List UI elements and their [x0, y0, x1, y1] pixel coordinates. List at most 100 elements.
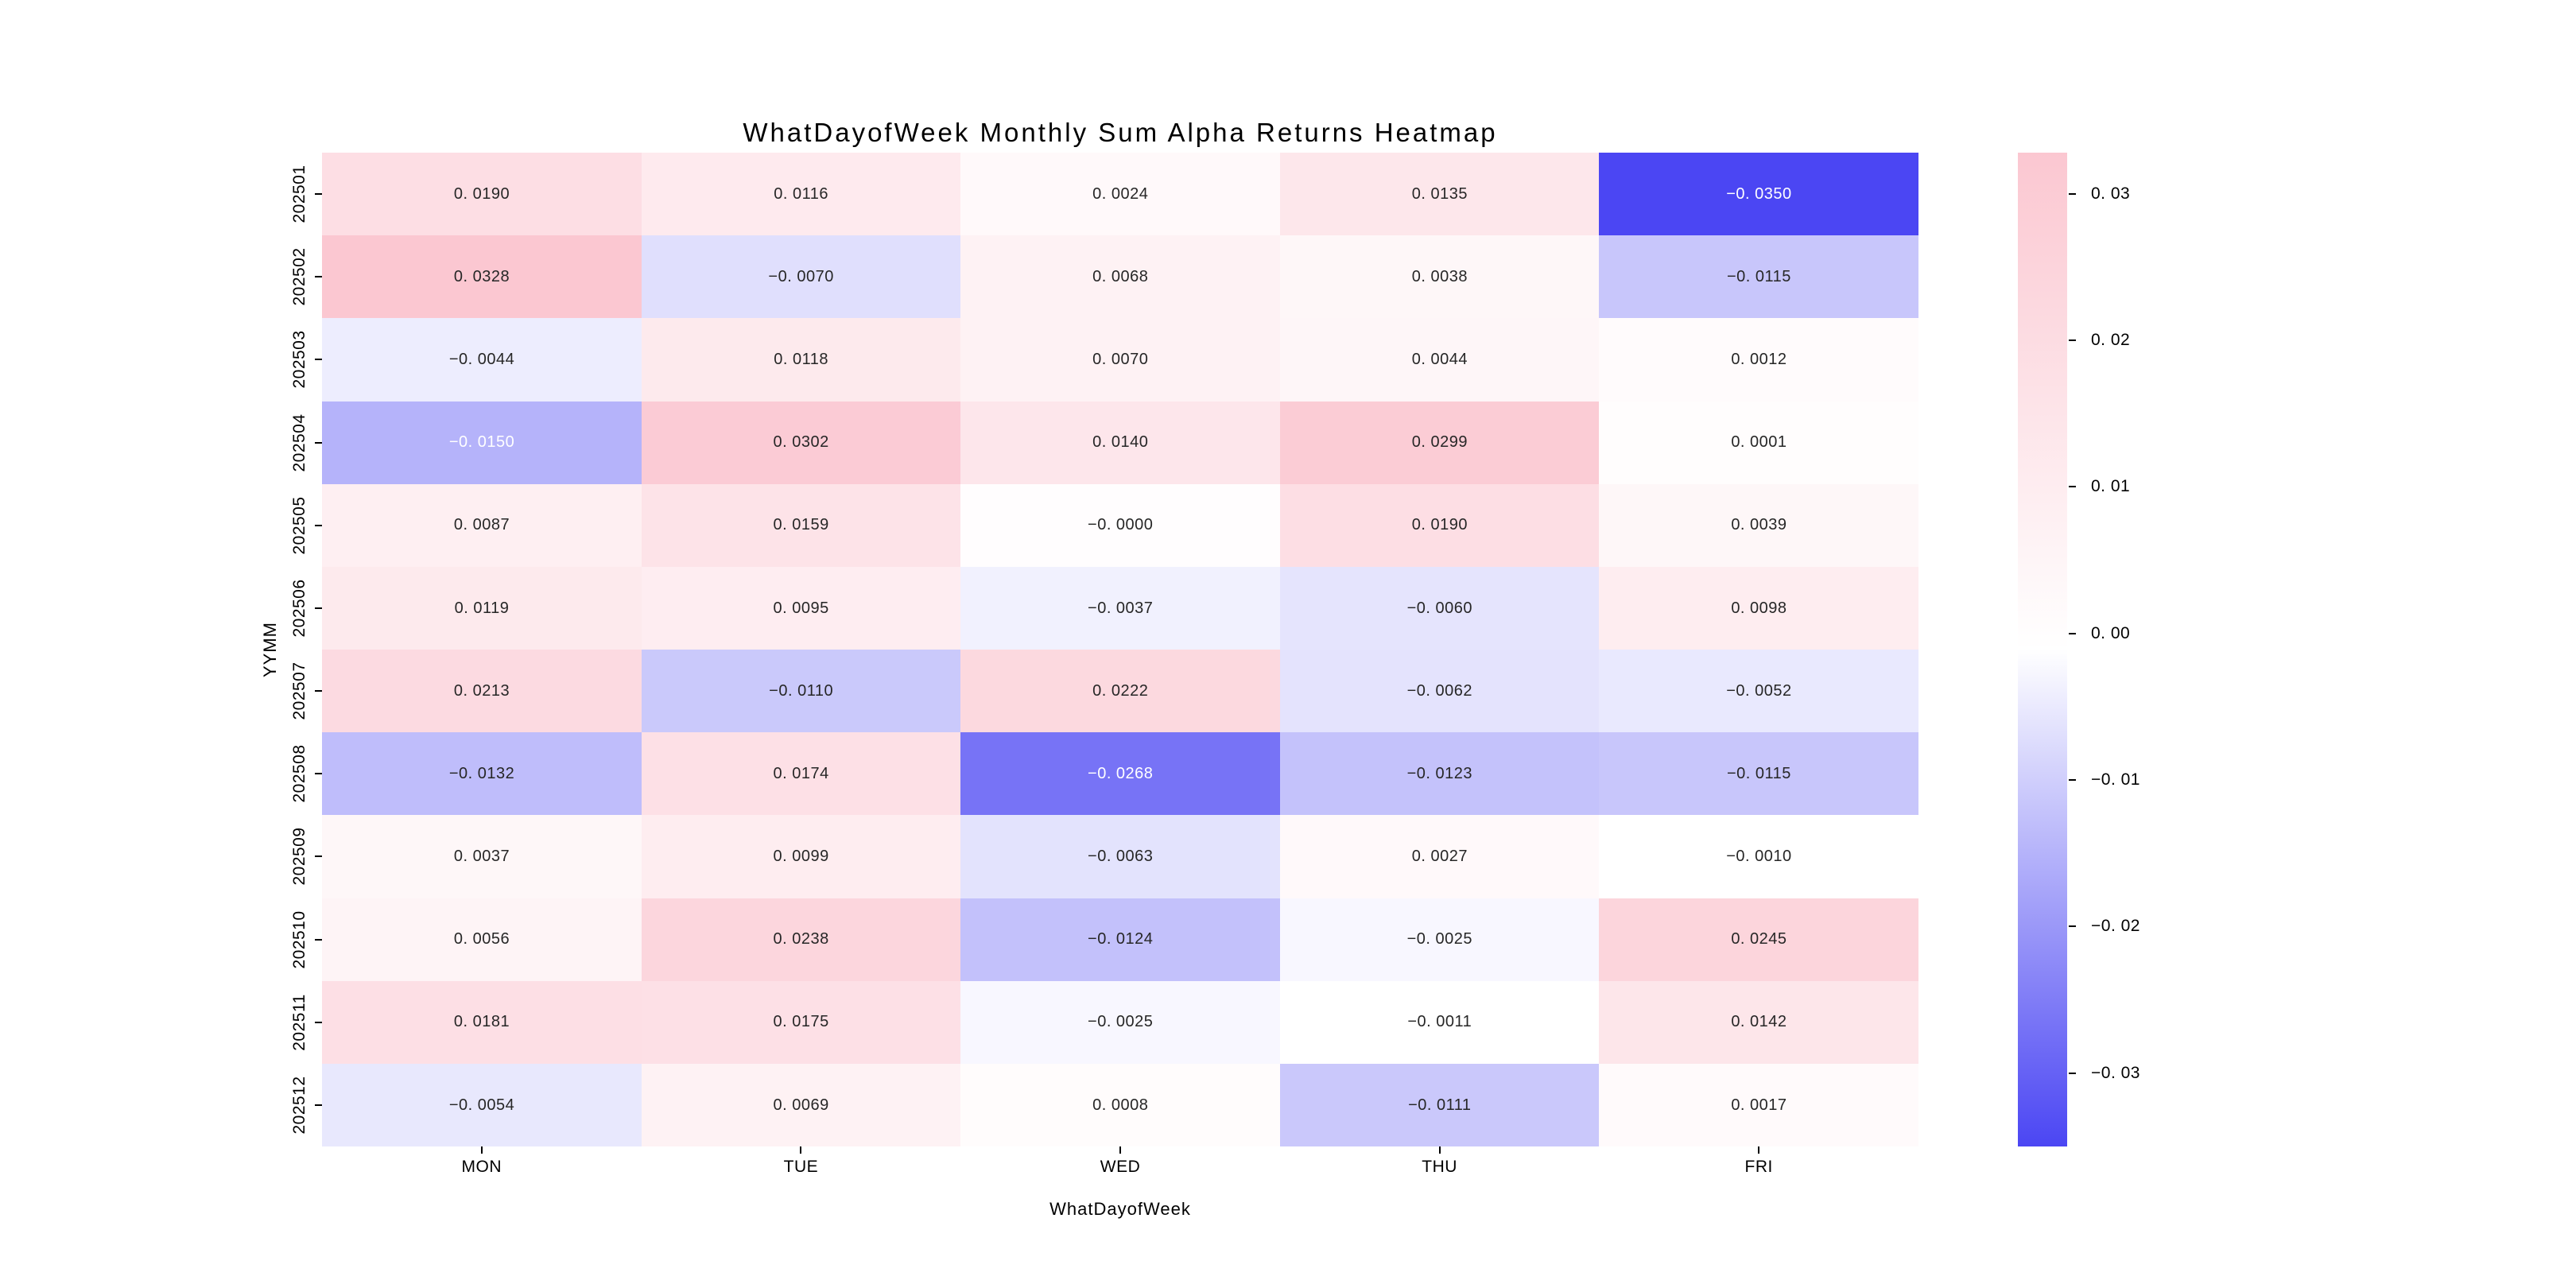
cell-value: −0. 0010	[1726, 848, 1792, 866]
y-tick-mark	[315, 441, 322, 444]
cell-value: 0. 0056	[453, 930, 510, 949]
cell-value: 0. 0190	[1411, 516, 1468, 534]
heatmap-cell: 0. 0099	[641, 815, 961, 898]
colorbar-gradient	[2018, 153, 2067, 1146]
cell-value: 0. 0099	[773, 848, 829, 866]
colorbar-tick-label: −0. 01	[2091, 770, 2140, 789]
x-tick-mark	[480, 1146, 483, 1154]
y-tick-mark	[315, 773, 322, 775]
cell-value: 0. 0159	[773, 516, 829, 534]
cell-value: 0. 0008	[1092, 1096, 1149, 1114]
heatmap-cell: 0. 0008	[960, 1063, 1281, 1147]
cell-value: 0. 0238	[773, 930, 829, 949]
colorbar-tick-mark	[2069, 779, 2076, 782]
heatmap-cell: −0. 0132	[322, 732, 642, 816]
cell-value: 0. 0038	[1411, 267, 1468, 285]
x-tick-mark	[1758, 1146, 1760, 1154]
x-tick-mark	[1119, 1146, 1121, 1154]
y-tick-mark	[315, 359, 322, 361]
cell-value: 0. 0039	[1731, 516, 1787, 534]
colorbar-tick-mark	[2069, 339, 2076, 341]
cell-value: 0. 0012	[1731, 351, 1787, 369]
heatmap-cell: 0. 0142	[1599, 980, 1919, 1065]
colorbar-tick-label: −0. 03	[2091, 1063, 2140, 1082]
x-tick-label: FRI	[1744, 1158, 1773, 1176]
heatmap-cell: 0. 0116	[641, 153, 961, 236]
cell-value: −0. 0132	[448, 764, 515, 782]
heatmap-plot-area: 0. 0190 0. 0116 0. 0024 0. 0135 −0. 0350 0. 0…	[322, 153, 1919, 1147]
heatmap-cell: 0. 0038	[1279, 235, 1600, 319]
cell-value: 0. 0175	[773, 1013, 829, 1031]
y-tick-mark	[315, 938, 322, 941]
y-tick-label: 202501	[290, 165, 308, 223]
heatmap-cell: −0. 0115	[1599, 732, 1919, 816]
cell-value: 0. 0098	[1731, 599, 1787, 617]
cell-value: 0. 0119	[454, 599, 510, 617]
heatmap-cell: 0. 0070	[960, 318, 1281, 402]
cell-value: −0. 0025	[1088, 1013, 1154, 1031]
heatmap-cell: 0. 0174	[641, 732, 961, 816]
cell-value: −0. 0062	[1406, 681, 1473, 700]
cell-value: −0. 0124	[1088, 930, 1154, 949]
cell-value: −0. 0052	[1726, 681, 1792, 700]
colorbar-tick-label: 0. 03	[2091, 184, 2131, 203]
y-tick-label: 202506	[290, 579, 308, 638]
y-tick-label: 202509	[290, 827, 308, 886]
y-tick-mark	[315, 276, 322, 278]
heatmap-cell: −0. 0062	[1279, 650, 1600, 733]
heatmap-cell: 0. 0328	[322, 235, 642, 319]
colorbar-tick-label: 0. 02	[2091, 330, 2131, 349]
heatmap-cell: −0. 0268	[960, 732, 1281, 816]
cell-value: 0. 0222	[1092, 681, 1149, 700]
chart-title: WhatDayofWeek Monthly Sum Alpha Returns …	[743, 118, 1498, 147]
cell-value: −0. 0115	[1726, 267, 1791, 285]
heatmap-cell: 0. 0056	[322, 898, 642, 982]
heatmap-cell: 0. 0181	[322, 980, 642, 1065]
y-tick-mark	[315, 607, 322, 609]
cell-value: 0. 0140	[1092, 433, 1149, 452]
heatmap-cell: 0. 0135	[1279, 153, 1600, 236]
cell-value: −0. 0054	[448, 1096, 515, 1114]
heatmap-cell: −0. 0110	[641, 650, 961, 733]
heatmap-cell: 0. 0190	[322, 153, 642, 236]
colorbar-tick-label: 0. 01	[2091, 477, 2131, 496]
cell-value: 0. 0174	[773, 764, 829, 782]
x-tick-label: THU	[1422, 1158, 1457, 1176]
cell-value: 0. 0116	[774, 184, 829, 203]
y-tick-label: 202505	[290, 496, 308, 555]
cell-value: 0. 0044	[1411, 351, 1468, 369]
heatmap-cell: −0. 0037	[960, 566, 1281, 650]
cell-value: 0. 0118	[774, 351, 829, 369]
heatmap-cell: −0. 0052	[1599, 650, 1919, 733]
heatmap-cell: −0. 0070	[641, 235, 961, 319]
x-tick-label: MON	[461, 1158, 502, 1176]
heatmap-cell: 0. 0140	[960, 401, 1281, 485]
cell-value: 0. 0024	[1092, 184, 1149, 203]
y-axis-label: YYMM	[260, 622, 280, 677]
heatmap-cell: 0. 0024	[960, 153, 1281, 236]
cell-value: 0. 0070	[1092, 351, 1149, 369]
heatmap-cell: 0. 0095	[641, 566, 961, 650]
heatmap-cell: 0. 0302	[641, 401, 961, 485]
cell-value: 0. 0068	[1092, 267, 1149, 285]
cell-value: 0. 0001	[1731, 433, 1787, 452]
colorbar-tick-mark	[2069, 486, 2076, 488]
heatmap-cell: −0. 0025	[1279, 898, 1600, 982]
cell-value: 0. 0142	[1731, 1013, 1787, 1031]
heatmap-cell: −0. 0044	[322, 318, 642, 402]
x-tick-label: TUE	[783, 1158, 819, 1176]
cell-value: −0. 0063	[1088, 848, 1154, 866]
colorbar-tick-label: −0. 02	[2091, 917, 2140, 936]
heatmap-cell: −0. 0124	[960, 898, 1281, 982]
cell-value: 0. 0017	[1731, 1096, 1787, 1114]
y-tick-mark	[315, 855, 322, 858]
colorbar-tick-mark	[2069, 632, 2076, 634]
heatmap-cell: −0. 0011	[1279, 980, 1600, 1065]
heatmap-cell: 0. 0017	[1599, 1063, 1919, 1147]
heatmap-cell: 0. 0001	[1599, 401, 1919, 485]
heatmap-cell: 0. 0159	[641, 483, 961, 568]
colorbar-tick-mark	[2069, 1072, 2076, 1074]
colorbar-tick-mark	[2069, 925, 2076, 928]
heatmap-cell: 0. 0299	[1279, 401, 1600, 485]
